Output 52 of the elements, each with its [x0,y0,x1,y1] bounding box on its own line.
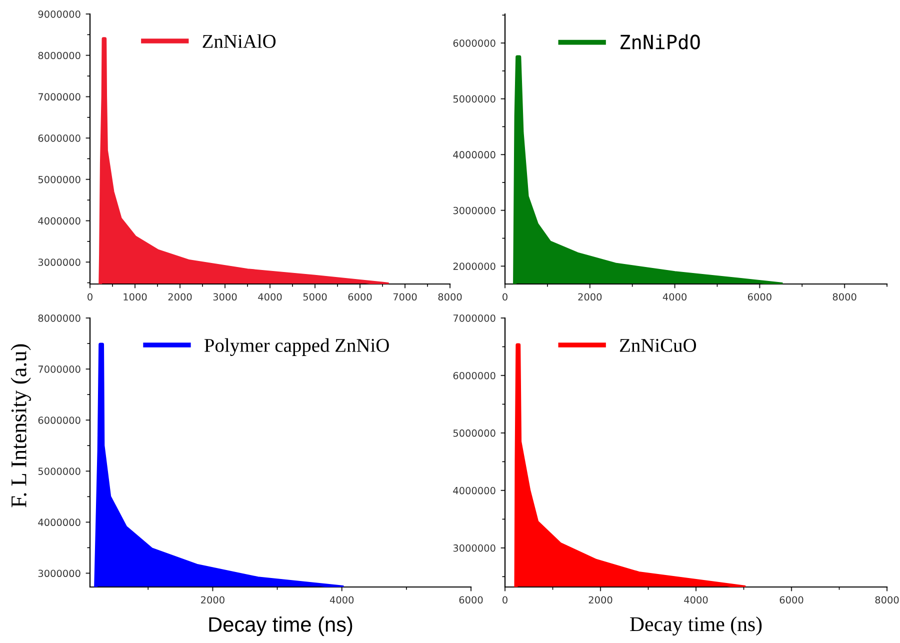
y-tick-label: 4000000 [38,217,80,225]
y-tick-label: 6000000 [38,134,80,142]
x-tick-label: 8000 [438,293,462,301]
y-axis-title: F. L Intensity (a.u) [10,344,31,508]
x-tick-label: 5000 [303,293,327,301]
y-tick-label: 7000000 [453,314,496,322]
y-tick-label: 8000000 [38,314,80,322]
x-tick-label: 3000 [213,293,237,301]
x-tick-label: 6000 [780,596,804,604]
y-tick-label: 5000000 [38,468,80,475]
x-tick-label: 0 [502,293,508,301]
y-tick-label: 4000000 [38,518,80,526]
y-tick-label: 3000000 [453,206,496,214]
y-tick-label: 4000000 [453,151,496,158]
x-tick-label: 4000 [662,293,687,301]
x-tick-label: 8000 [875,596,899,604]
y-tick-label: 7000000 [38,93,80,101]
y-tick-label: 5000000 [453,429,496,437]
y-tick-label: 4000000 [453,486,496,494]
x-axis-title: Decay time (ns) [630,616,762,636]
y-tick-label: 8000000 [38,52,80,60]
x-tick-label: 1000 [124,293,147,301]
x-tick-label: 7000 [393,293,417,301]
x-tick-label: 6000 [348,293,372,301]
x-tick-label: 4000 [258,293,282,301]
x-tick-label: 4000 [330,596,354,604]
x-tick-label: 0 [502,596,508,604]
x-tick-label: 2000 [588,596,612,604]
legend-label: ZnNiCuO [620,338,696,352]
legend-label: Polymer capped ZnNiO [204,338,389,356]
y-tick-label: 6000000 [453,372,496,380]
x-tick-label: 8000 [832,293,856,301]
y-tick-label: 6000000 [453,39,496,47]
y-tick-label: 6000000 [38,416,80,424]
y-tick-label: 5000000 [453,95,496,103]
legend-label: ZnNiAlO [202,34,276,48]
y-tick-label: 3000000 [38,258,80,266]
y-tick-label: 9000000 [38,10,80,18]
y-tick-label: 2000000 [453,262,496,270]
y-tick-label: 5000000 [38,176,80,184]
y-tick-label: 3000000 [453,544,496,552]
x-axis-title: Decay time (ns) [209,616,352,636]
x-tick-label: 2000 [578,293,602,301]
y-tick-label: 3000000 [38,570,80,578]
x-tick-label: 6000 [459,596,483,604]
x-tick-label: 2000 [201,596,224,604]
x-tick-label: 0 [88,293,92,301]
legend-label: ZnNiPdO [620,34,700,50]
x-tick-label: 2000 [168,293,192,301]
x-tick-label: 6000 [748,293,772,301]
y-tick-label: 7000000 [38,366,80,373]
x-tick-label: 4000 [684,596,708,604]
